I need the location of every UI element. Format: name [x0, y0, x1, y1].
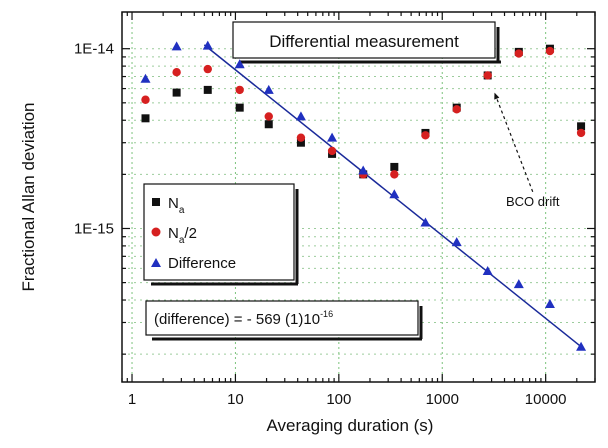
point-triangle — [513, 279, 524, 289]
equation-box: (difference) = - 569 (1)10-16 — [145, 300, 423, 341]
point-triangle — [263, 84, 274, 94]
point-triangle — [389, 189, 400, 199]
point-triangle — [140, 73, 151, 83]
point-circle — [545, 46, 555, 56]
drift-annotation — [493, 92, 534, 193]
point-circle — [576, 128, 586, 138]
drift-arrow-line — [493, 92, 534, 193]
title-box: Differential measurement — [232, 21, 501, 64]
axis-ticks: 1 10 100 1000 10000 1E-15 1E-14 — [74, 12, 596, 408]
point-circle — [483, 71, 492, 80]
point-circle — [327, 146, 337, 156]
point-triangle — [202, 40, 213, 50]
point-square — [577, 122, 586, 131]
point-circle — [514, 49, 524, 58]
point-square — [172, 88, 181, 97]
point-square — [141, 114, 150, 123]
point-triangle — [234, 59, 245, 69]
y-tick-label: 1E-15 — [74, 220, 114, 237]
legend-label-na-half: Na/2 — [168, 225, 197, 246]
title-box-text: Differential measurement — [269, 32, 459, 51]
legend-marker-circle — [151, 227, 161, 237]
point-square — [390, 162, 399, 171]
x-tick-label: 10000 — [525, 391, 567, 408]
drift-label: BCO drift — [506, 194, 560, 209]
point-circle — [264, 112, 273, 121]
point-circle — [203, 64, 212, 74]
point-circle — [421, 131, 430, 140]
legend-label-difference: Difference — [168, 255, 236, 272]
point-triangle — [171, 41, 182, 51]
point-triangle — [358, 165, 369, 175]
plot-frame — [121, 11, 596, 383]
point-circle — [390, 170, 399, 179]
drift-arrow-head — [494, 92, 500, 100]
point-triangle — [420, 217, 431, 227]
data-series — [140, 40, 587, 351]
legend: Na Na/2 Difference — [143, 183, 299, 286]
point-triangle — [482, 266, 493, 276]
x-tick-label: 100 — [326, 391, 351, 408]
y-tick-label: 1E-14 — [74, 41, 114, 58]
point-square — [264, 120, 273, 129]
point-square — [296, 138, 305, 147]
legend-marker-square — [152, 198, 160, 206]
point-square — [203, 85, 212, 94]
point-circle — [235, 85, 244, 95]
y-axis-label: Fractional Allan deviation — [19, 102, 38, 291]
legend-label-na: Na — [168, 195, 185, 216]
x-tick-label: 1000 — [426, 391, 459, 408]
point-triangle — [327, 132, 338, 142]
point-triangle — [544, 299, 555, 309]
point-square — [235, 103, 244, 112]
equation-text: (difference) = - 569 (1)10-16 — [154, 309, 333, 328]
x-axis-label: Averaging duration (s) — [267, 416, 434, 435]
point-triangle — [451, 237, 462, 247]
point-circle — [141, 95, 150, 104]
point-circle — [172, 68, 181, 77]
legend-marker-triangle — [151, 258, 161, 267]
point-circle — [452, 105, 461, 114]
point-triangle — [576, 341, 587, 351]
point-circle — [296, 133, 306, 142]
x-tick-label: 10 — [227, 391, 244, 408]
point-triangle — [295, 111, 306, 121]
x-tick-label: 1 — [128, 391, 136, 408]
